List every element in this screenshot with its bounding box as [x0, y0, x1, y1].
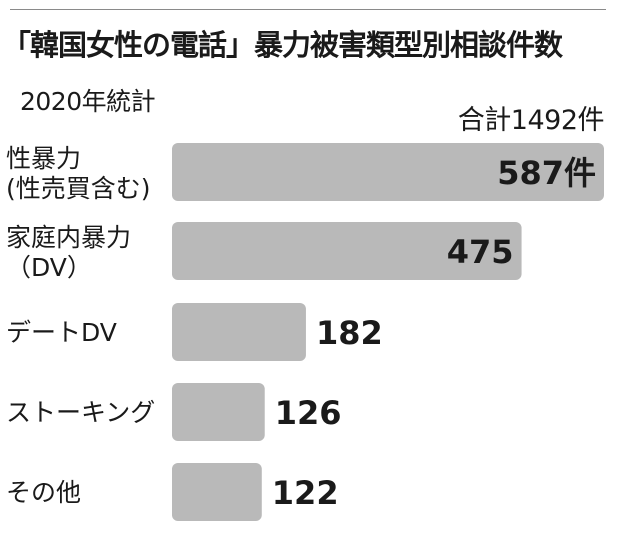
chart-title: 「韓国女性の電話」暴力被害類型別相談件数	[2, 28, 563, 62]
value-label-1: 475	[447, 233, 514, 271]
category-label-0: 性暴力(性売買含む)	[6, 144, 151, 203]
category-label-1: 家庭内暴力（DV）	[6, 223, 131, 282]
value-label-4: 122	[272, 474, 339, 512]
bar-0	[172, 143, 604, 201]
value-label-2: 182	[316, 314, 383, 352]
category-label-4: その他	[6, 478, 81, 507]
chart-subtitle: 2020年統計	[20, 87, 156, 116]
total-label: 合計1492件	[457, 105, 605, 136]
bar-4	[172, 463, 262, 521]
bar-1	[172, 222, 522, 280]
bar-2	[172, 303, 306, 361]
value-label-0: 587件	[497, 154, 596, 192]
value-label-3: 126	[275, 394, 342, 432]
bar-3	[172, 383, 265, 441]
category-label-2: デートDV	[6, 318, 117, 347]
category-label-3: ストーキング	[6, 398, 155, 427]
top-rule	[10, 9, 606, 10]
